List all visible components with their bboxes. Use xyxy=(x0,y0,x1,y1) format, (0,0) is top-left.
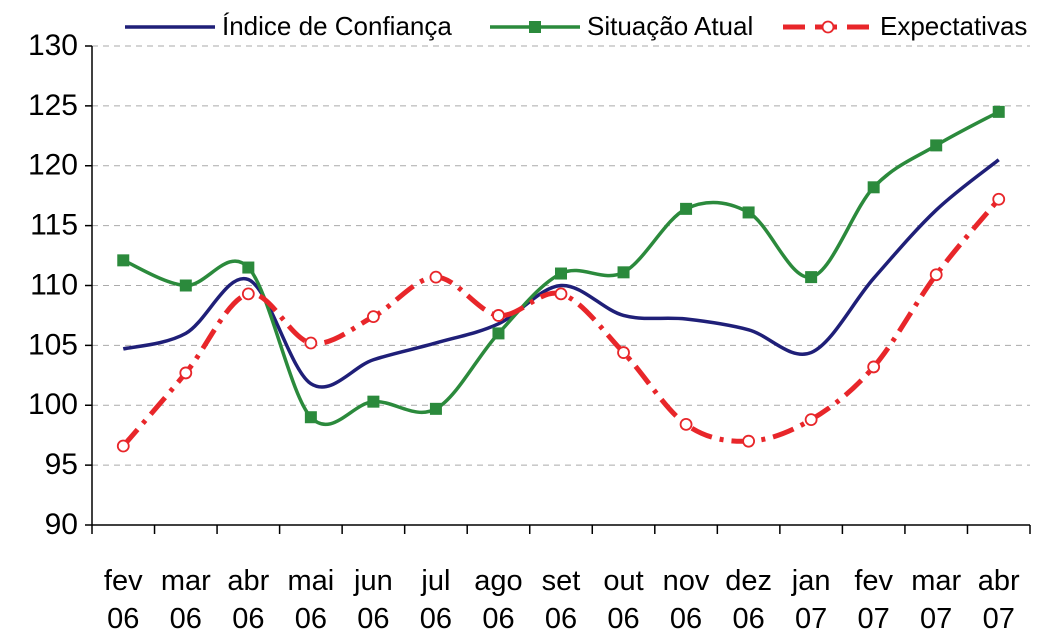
x-tick-label: fev 06 xyxy=(103,565,143,635)
y-tick-label: 125 xyxy=(28,89,78,122)
data-point xyxy=(492,327,505,340)
x-tick-label: mai 06 xyxy=(287,565,335,635)
data-point xyxy=(804,413,818,427)
data-point xyxy=(429,270,443,284)
data-point xyxy=(179,279,192,292)
data-point xyxy=(929,268,943,282)
x-tick-label: mar 07 xyxy=(911,565,962,635)
data-point xyxy=(116,439,130,453)
legend-marker xyxy=(821,20,835,34)
data-point xyxy=(554,287,568,301)
series-line xyxy=(121,197,1001,448)
y-tick-label: 95 xyxy=(45,448,78,481)
series-line xyxy=(122,158,1000,389)
x-tick-label: nov 06 xyxy=(662,565,710,635)
x-tick-label: jul 06 xyxy=(419,565,453,635)
data-point xyxy=(742,434,755,448)
data-point xyxy=(680,202,693,215)
data-point xyxy=(617,266,630,279)
data-point xyxy=(492,309,505,322)
data-point xyxy=(241,287,255,301)
data-point xyxy=(992,192,1006,206)
y-tick-label: 110 xyxy=(30,268,78,301)
data-point xyxy=(805,271,818,284)
data-point xyxy=(304,411,317,424)
data-point xyxy=(242,261,255,274)
x-tick-label: ago 06 xyxy=(474,565,523,635)
data-point xyxy=(992,105,1005,118)
data-point xyxy=(867,360,881,374)
y-tick-label: 130 xyxy=(28,29,78,62)
legend-label: Índice de Confiança xyxy=(222,11,452,41)
series-line xyxy=(122,110,1000,427)
data-point xyxy=(367,395,380,408)
data-point xyxy=(304,336,318,350)
x-tick-label: jan 07 xyxy=(791,565,831,635)
x-tick-label: dez 06 xyxy=(725,565,772,635)
y-tick-label: 105 xyxy=(28,328,78,361)
x-tick-label: fev 07 xyxy=(854,565,893,635)
data-point xyxy=(117,254,130,267)
x-tick-label: abr 07 xyxy=(977,565,1020,635)
data-point xyxy=(617,346,630,359)
y-tick-label: 90 xyxy=(45,508,78,541)
legend-marker xyxy=(529,21,541,33)
data-point xyxy=(742,206,755,219)
data-point xyxy=(179,366,193,380)
x-tick-label: abr 06 xyxy=(227,565,270,635)
data-point xyxy=(555,267,567,280)
data-point xyxy=(679,418,693,431)
x-tick-label: mar 06 xyxy=(160,565,211,635)
x-tick-label: jun 06 xyxy=(354,565,393,635)
y-tick-label: 115 xyxy=(30,209,78,242)
data-point xyxy=(867,181,880,194)
legend-label: Expectativas xyxy=(880,11,1027,41)
data-point xyxy=(429,402,442,415)
x-tick-label: out 06 xyxy=(603,565,644,635)
legend-label: Situação Atual xyxy=(587,11,753,41)
data-point xyxy=(930,139,943,152)
y-tick-label: 100 xyxy=(28,388,78,421)
data-point xyxy=(366,310,380,324)
x-tick-label: set 06 xyxy=(541,565,581,635)
y-tick-label: 120 xyxy=(28,149,78,182)
